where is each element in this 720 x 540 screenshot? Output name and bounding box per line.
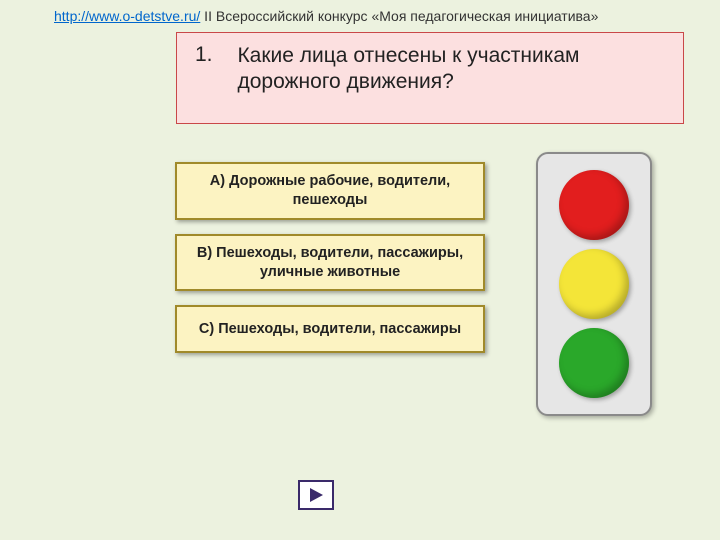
- answer-a-label: А) Дорожные рабочие, водители, пешеходы: [191, 172, 469, 210]
- next-button[interactable]: [298, 480, 334, 510]
- question-number: 1.: [195, 43, 233, 67]
- question-text: Какие лица отнесены к участникам дорожно…: [237, 43, 667, 96]
- question-box: 1. Какие лица отнесены к участникам доро…: [176, 32, 684, 124]
- traffic-light: [536, 152, 652, 416]
- play-icon: [307, 486, 325, 504]
- header-tail: II Всероссийский конкурс «Моя педагогиче…: [200, 8, 598, 24]
- answers-container: А) Дорожные рабочие, водители, пешеходы …: [175, 162, 485, 367]
- answer-b-label: В) Пешеходы, водители, пассажиры, уличны…: [191, 244, 469, 282]
- answer-b-button[interactable]: В) Пешеходы, водители, пассажиры, уличны…: [175, 234, 485, 292]
- red-light: [559, 170, 629, 240]
- answer-c-label: С) Пешеходы, водители, пассажиры: [199, 320, 461, 339]
- answer-c-button[interactable]: С) Пешеходы, водители, пассажиры: [175, 305, 485, 353]
- green-light: [559, 328, 629, 398]
- yellow-light: [559, 249, 629, 319]
- header-text: http://www.o-detstve.ru/ II Всероссийски…: [54, 8, 598, 24]
- header-link[interactable]: http://www.o-detstve.ru/: [54, 8, 200, 24]
- answer-a-button[interactable]: А) Дорожные рабочие, водители, пешеходы: [175, 162, 485, 220]
